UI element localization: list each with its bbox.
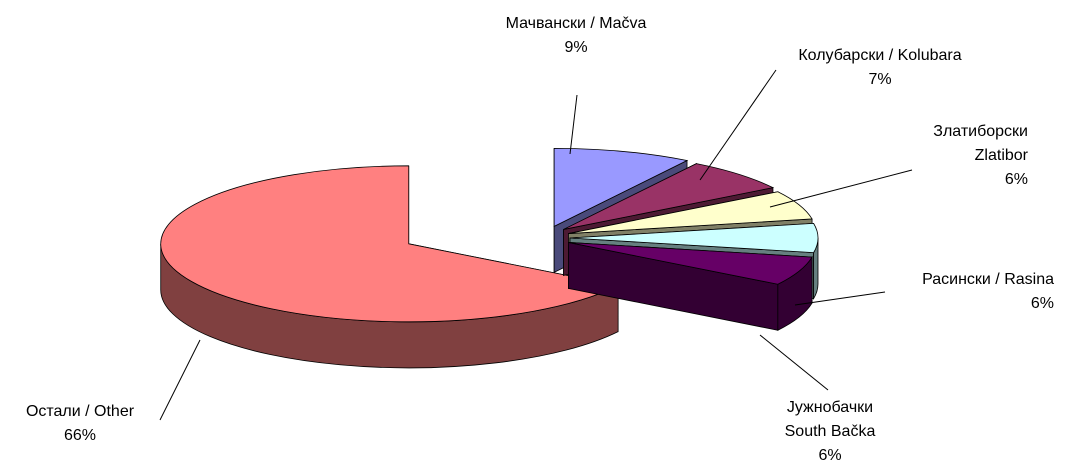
slice-percent: 7%	[868, 71, 891, 88]
slice-percent: 6%	[1031, 295, 1054, 312]
leader-lines	[159, 69, 913, 421]
slice-percent: 66%	[64, 427, 96, 444]
slice-label: Златиборски Zlatibor 6%	[933, 123, 1028, 188]
slice-percent: 9%	[564, 39, 587, 56]
slice-name: Мачвански / Mačva	[506, 15, 647, 32]
slice-name: Јужнобачки	[787, 399, 873, 416]
leader-line	[159, 339, 201, 421]
slice-percent: 6%	[818, 447, 841, 464]
leader-line	[569, 94, 578, 155]
pie-slice-top	[563, 163, 775, 230]
pie-slice-top	[568, 242, 813, 285]
slice-label: Јужнобачки South Bačka 6%	[785, 399, 876, 464]
slice-name: Златиборски	[933, 123, 1028, 140]
pie-slice-top	[569, 222, 819, 254]
pie-slice-top	[160, 165, 620, 323]
slice-label: Колубарски / Kolubara 7%	[798, 47, 961, 88]
slice-percent: 6%	[1005, 171, 1028, 188]
slice-label: Расински / Rasina 6%	[922, 271, 1054, 312]
slice-name: Колубарски / Kolubara	[798, 47, 961, 64]
leader-line	[794, 291, 886, 306]
pie-slices	[160, 147, 819, 369]
slice-name: Остали / Other	[26, 403, 135, 420]
leader-line	[769, 169, 913, 208]
slice-label: Остали / Other 66%	[26, 403, 135, 444]
leader-line	[699, 69, 777, 181]
slice-labels: Мачвански / Mačva 9% Колубарски / Kolubara…	[26, 15, 1054, 464]
pie-slice	[160, 165, 620, 369]
pie-slice-top	[553, 147, 689, 228]
leader-line	[759, 334, 829, 391]
slice-label: Мачвански / Mačva 9%	[506, 15, 647, 56]
slice-name: South Bačka	[785, 423, 876, 440]
pie-slice	[568, 241, 813, 331]
slice-name: Zlatibor	[975, 147, 1029, 164]
pie-slice-top	[568, 191, 813, 234]
slice-name: Расински / Rasina	[922, 271, 1054, 288]
